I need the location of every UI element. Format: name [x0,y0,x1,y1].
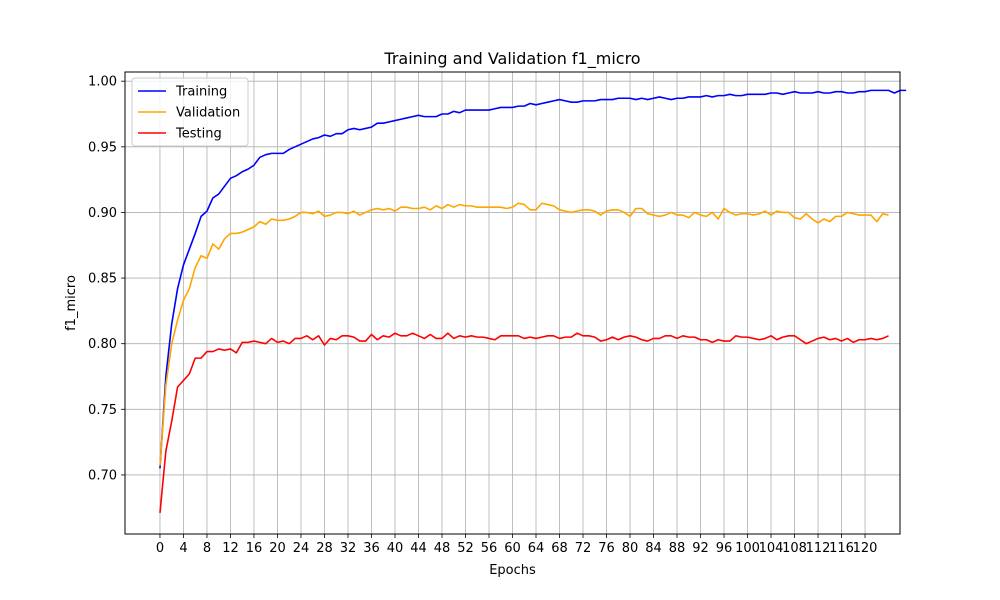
axis-ticks: 0 4 8 12 16 20 24 28 32 36 40 44 48 52 56 60 64 68 72 76 80 8… [88,75,877,556]
x-tick-label: 72 [575,541,592,556]
x-tick-label: 80 [622,541,639,556]
x-tick-label: 44 [410,541,427,556]
chart-title: Training and Validation f1_micro [383,49,640,69]
series-lines [159,89,907,514]
y-tick-label: 1.00 [88,75,117,90]
legend-label-training: Training [175,85,227,100]
x-tick-label: 112 [806,541,831,556]
legend: Training Validation Testing [131,77,249,147]
x-tick-label: 76 [598,541,615,556]
x-tick-label: 40 [387,541,404,556]
grid [125,72,900,534]
y-tick-label: 0.90 [88,206,117,221]
series-line-validation [159,202,889,466]
x-tick-label: 84 [645,541,662,556]
x-tick-label: 20 [269,541,286,556]
x-axis-title: Epochs [489,563,536,578]
x-tick-label: 52 [457,541,474,556]
x-tick-label: 96 [716,541,733,556]
legend-box [131,77,249,147]
x-tick-label: 24 [293,541,310,556]
x-tick-label: 104 [759,541,784,556]
x-tick-label: 16 [246,541,263,556]
x-tick-label: 8 [203,541,211,556]
y-tick-label: 0.80 [88,337,117,352]
x-tick-label: 92 [692,541,709,556]
x-tick-label: 68 [551,541,568,556]
x-tick-label: 100 [735,541,760,556]
x-tick-label: 36 [363,541,380,556]
x-tick-label: 120 [853,541,878,556]
x-tick-label: 0 [156,541,164,556]
series-line-training [159,89,907,469]
x-tick-label: 28 [316,541,333,556]
x-tick-label: 4 [179,541,187,556]
x-tick-label: 32 [340,541,357,556]
x-tick-label: 108 [782,541,807,556]
y-tick-label: 0.75 [88,403,117,418]
series-line-testing [159,332,889,514]
legend-label-validation: Validation [176,106,240,121]
x-tick-label: 48 [434,541,451,556]
x-tick-label: 60 [504,541,521,556]
x-tick-label: 56 [481,541,498,556]
y-axis-title: f1_micro [64,275,79,331]
x-tick-label: 116 [829,541,854,556]
x-tick-label: 12 [222,541,239,556]
x-tick-label: 88 [669,541,686,556]
legend-label-testing: Testing [175,127,222,142]
y-tick-label: 0.85 [88,272,117,287]
y-tick-label: 0.70 [88,468,117,483]
x-tick-label: 64 [528,541,545,556]
y-tick-label: 0.95 [88,140,117,155]
